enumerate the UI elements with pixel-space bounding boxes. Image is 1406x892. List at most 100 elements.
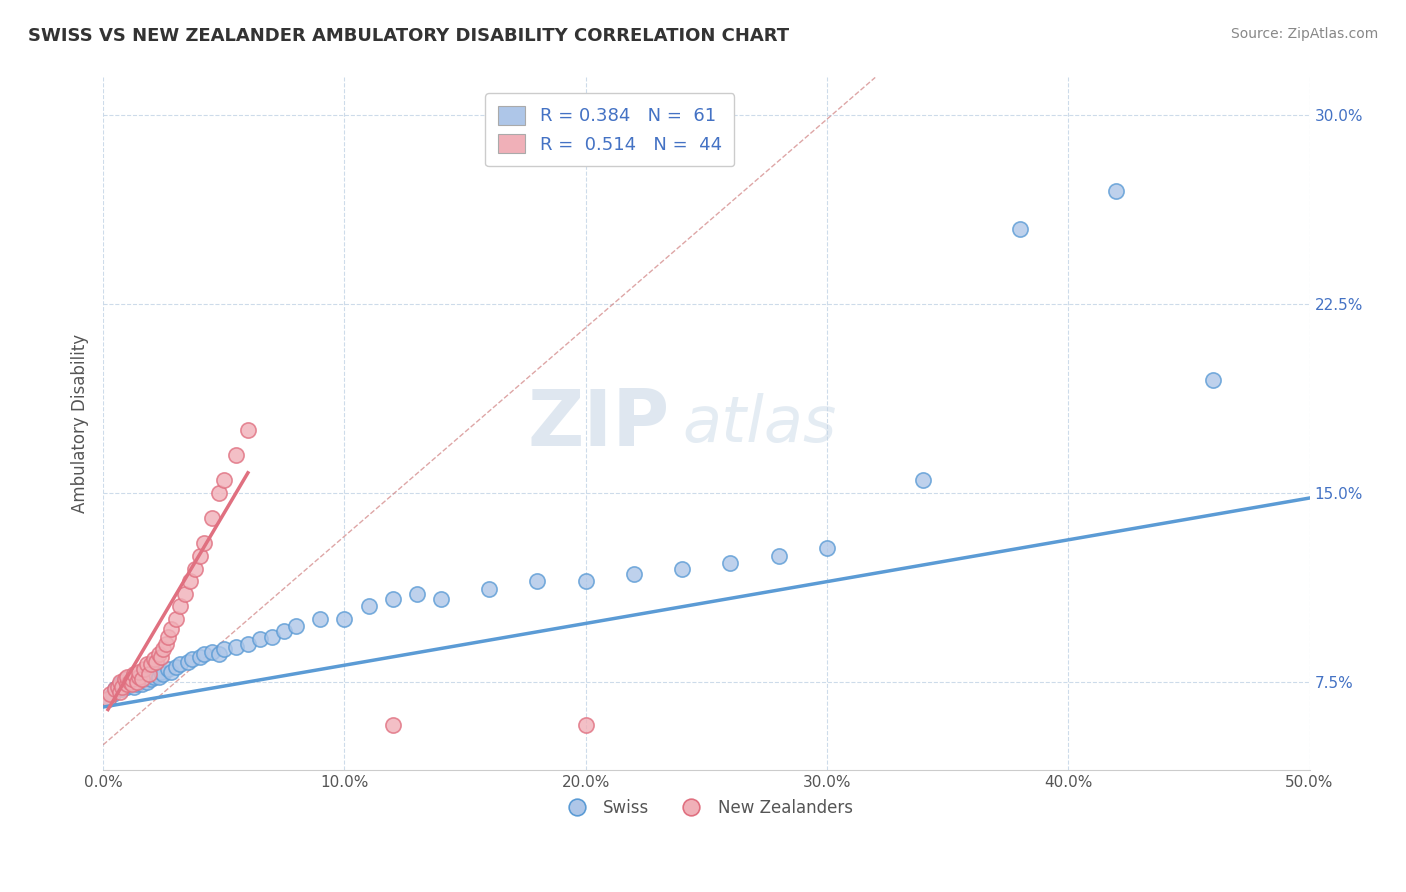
Text: atlas: atlas <box>682 392 837 455</box>
Point <box>478 582 501 596</box>
Point <box>125 674 148 689</box>
Point <box>273 624 295 639</box>
Point <box>104 682 127 697</box>
Point <box>381 591 404 606</box>
Point <box>405 587 427 601</box>
Point <box>152 642 174 657</box>
Point <box>118 677 141 691</box>
Point <box>155 637 177 651</box>
Point <box>179 574 201 588</box>
Point <box>108 674 131 689</box>
Point <box>671 561 693 575</box>
Text: Source: ZipAtlas.com: Source: ZipAtlas.com <box>1230 27 1378 41</box>
Point <box>181 652 204 666</box>
Point <box>575 574 598 588</box>
Point <box>111 682 134 697</box>
Point <box>117 680 139 694</box>
Point <box>157 662 180 676</box>
Point <box>121 674 143 689</box>
Point <box>124 667 146 681</box>
Point <box>188 549 211 563</box>
Point <box>176 655 198 669</box>
Point <box>1008 221 1031 235</box>
Point <box>159 665 181 679</box>
Point <box>128 670 150 684</box>
Point <box>201 645 224 659</box>
Point <box>108 685 131 699</box>
Point <box>236 423 259 437</box>
Point <box>157 630 180 644</box>
Point <box>165 659 187 673</box>
Point <box>142 652 165 666</box>
Point <box>97 692 120 706</box>
Text: ZIP: ZIP <box>527 385 671 462</box>
Point <box>201 511 224 525</box>
Point <box>131 673 153 687</box>
Point <box>97 692 120 706</box>
Point <box>107 680 129 694</box>
Point <box>150 665 173 679</box>
Point <box>188 649 211 664</box>
Y-axis label: Ambulatory Disability: Ambulatory Disability <box>72 334 89 513</box>
Point <box>121 673 143 687</box>
Point <box>815 541 838 556</box>
Point <box>128 665 150 679</box>
Point <box>138 667 160 681</box>
Legend: Swiss, New Zealanders: Swiss, New Zealanders <box>553 793 859 824</box>
Point <box>141 657 163 672</box>
Point <box>134 673 156 687</box>
Point <box>381 717 404 731</box>
Point <box>145 655 167 669</box>
Point <box>236 637 259 651</box>
Point <box>134 662 156 676</box>
Point <box>111 680 134 694</box>
Point <box>117 670 139 684</box>
Point <box>150 649 173 664</box>
Point <box>104 682 127 697</box>
Point <box>142 670 165 684</box>
Point <box>309 612 332 626</box>
Point <box>225 640 247 654</box>
Point <box>1105 184 1128 198</box>
Point <box>575 717 598 731</box>
Point <box>148 670 170 684</box>
Point <box>159 622 181 636</box>
Point <box>152 667 174 681</box>
Point <box>430 591 453 606</box>
Point <box>98 688 121 702</box>
Point <box>225 448 247 462</box>
Point <box>623 566 645 581</box>
Point <box>193 536 215 550</box>
Point <box>125 677 148 691</box>
Point <box>114 674 136 689</box>
Point <box>141 673 163 687</box>
Point <box>124 680 146 694</box>
Point <box>131 677 153 691</box>
Point <box>184 561 207 575</box>
Point <box>138 670 160 684</box>
Point <box>135 674 157 689</box>
Point <box>212 642 235 657</box>
Point <box>118 674 141 689</box>
Point <box>208 486 231 500</box>
Point <box>169 657 191 672</box>
Point <box>165 612 187 626</box>
Point <box>128 670 150 684</box>
Point <box>169 599 191 614</box>
Point <box>121 677 143 691</box>
Point <box>148 647 170 661</box>
Point <box>208 647 231 661</box>
Point <box>128 674 150 689</box>
Point <box>114 673 136 687</box>
Point <box>357 599 380 614</box>
Point <box>768 549 790 563</box>
Point <box>260 630 283 644</box>
Point <box>249 632 271 646</box>
Point <box>526 574 548 588</box>
Point <box>124 673 146 687</box>
Point <box>108 677 131 691</box>
Point <box>145 667 167 681</box>
Point <box>193 647 215 661</box>
Point <box>720 557 742 571</box>
Point <box>117 673 139 687</box>
